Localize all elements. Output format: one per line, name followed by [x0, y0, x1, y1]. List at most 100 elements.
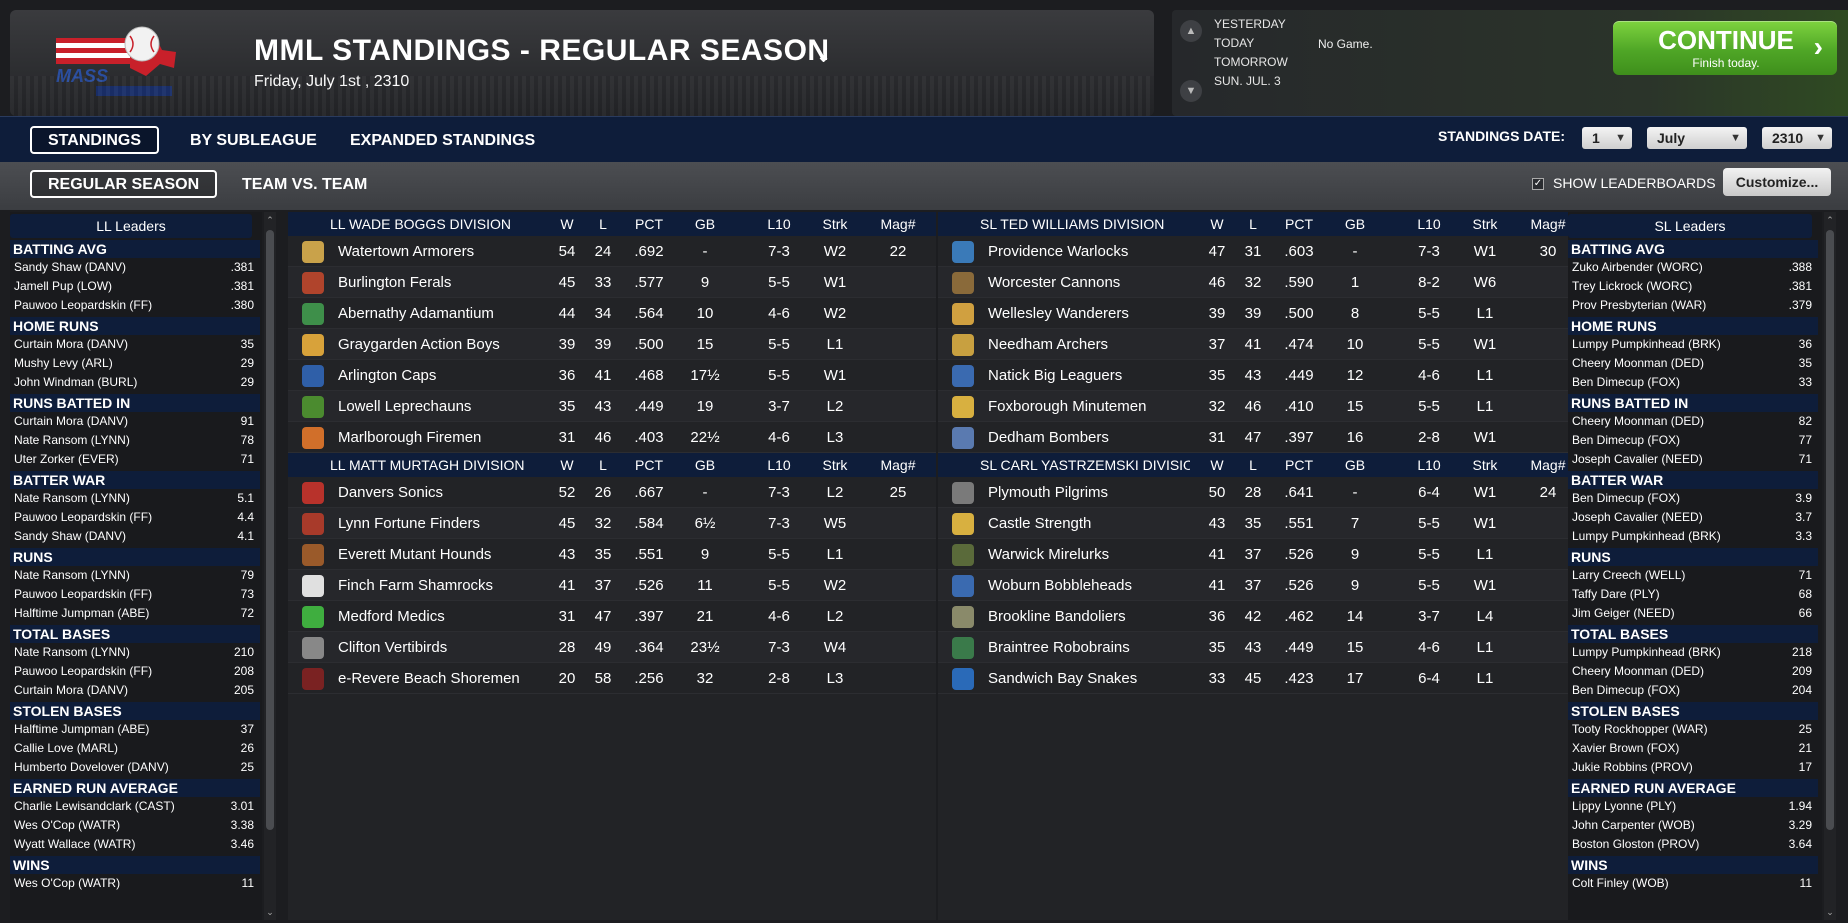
leader-player-name[interactable]: Humberto Dovelover (DANV) — [14, 760, 169, 774]
leader-player-name[interactable]: Boston Gloston (PROV) — [1572, 837, 1700, 851]
team-row[interactable]: Worcester Cannons 46 32 .590 1 8-2 W6 — [938, 267, 1586, 298]
leader-row[interactable]: Mushy Levy (ARL) 29 — [10, 354, 260, 373]
leader-row[interactable]: Lippy Lyonne (PLY) 1.94 — [1568, 797, 1818, 816]
team-name[interactable]: Burlington Ferals — [338, 274, 452, 291]
leader-row[interactable]: Callie Love (MARL) 26 — [10, 739, 260, 758]
team-name[interactable]: Providence Warlocks — [988, 243, 1129, 260]
leader-player-name[interactable]: Pauwoo Leopardskin (FF) — [14, 298, 153, 312]
team-row[interactable]: Arlington Caps 36 41 .468 17½ 5-5 W1 — [288, 360, 936, 391]
leader-row[interactable]: Pauwoo Leopardskin (FF) .380 — [10, 296, 260, 315]
scroll-thumb[interactable] — [266, 230, 274, 830]
leader-player-name[interactable]: John Windman (BURL) — [14, 375, 138, 389]
leader-player-name[interactable]: Jim Geiger (NEED) — [1572, 606, 1675, 620]
team-name[interactable]: Abernathy Adamantium — [338, 305, 494, 322]
leader-row[interactable]: Ben Dimecup (FOX) 77 — [1568, 431, 1818, 450]
team-name[interactable]: Medford Medics — [338, 608, 445, 625]
column-header-l10[interactable]: L10 — [767, 216, 791, 232]
leader-player-name[interactable]: Zuko Airbender (WORC) — [1572, 260, 1703, 274]
column-header-mag[interactable]: Mag# — [1530, 216, 1566, 232]
leader-row[interactable]: Zuko Airbender (WORC) .388 — [1568, 258, 1818, 277]
leader-player-name[interactable]: Nate Ransom (LYNN) — [14, 433, 130, 447]
leader-player-name[interactable]: Sandy Shaw (DANV) — [14, 529, 127, 543]
leader-player-name[interactable]: Cheery Moonman (DED) — [1572, 414, 1705, 428]
team-row[interactable]: Lynn Fortune Finders 45 32 .584 6½ 7-3 W5 — [288, 508, 936, 539]
leader-player-name[interactable]: Pauwoo Leopardskin (FF) — [14, 587, 153, 601]
leader-row[interactable]: Prov Presbyterian (WAR) .379 — [1568, 296, 1818, 315]
leader-player-name[interactable]: Lumpy Pumpkinhead (BRK) — [1572, 529, 1721, 543]
column-header-gb[interactable]: GB — [694, 457, 716, 473]
column-header-mag[interactable]: Mag# — [1530, 457, 1566, 473]
team-name[interactable]: Wellesley Wanderers — [988, 305, 1129, 322]
day-down-arrow-icon[interactable]: ▼ — [1180, 80, 1202, 102]
team-row[interactable]: Braintree Robobrains 35 43 .449 15 4-6 L1 — [938, 632, 1586, 663]
leader-player-name[interactable]: Trey Lickrock (WORC) — [1572, 279, 1693, 293]
team-row[interactable]: Foxborough Minutemen 32 46 .410 15 5-5 L1 — [938, 391, 1586, 422]
team-row[interactable]: Natick Big Leaguers 35 43 .449 12 4-6 L1 — [938, 360, 1586, 391]
column-header-w[interactable]: W — [1210, 216, 1224, 232]
leader-row[interactable]: Colt Finley (WOB) 11 — [1568, 874, 1818, 893]
leader-player-name[interactable]: Jamell Pup (LOW) — [14, 279, 113, 293]
leader-row[interactable]: Pauwoo Leopardskin (FF) 208 — [10, 662, 260, 681]
leader-player-name[interactable]: Cheery Moonman (DED) — [1572, 664, 1705, 678]
leader-row[interactable]: Halftime Jumpman (ABE) 37 — [10, 720, 260, 739]
leader-row[interactable]: Lumpy Pumpkinhead (BRK) 36 — [1568, 335, 1818, 354]
team-row[interactable]: Marlborough Firemen 31 46 .403 22½ 4-6 L3 — [288, 422, 936, 453]
column-header-w[interactable]: W — [560, 457, 574, 473]
team-row[interactable]: Burlington Ferals 45 33 .577 9 5-5 W1 — [288, 267, 936, 298]
column-header-l[interactable]: L — [599, 216, 607, 232]
column-header-strk[interactable]: Strk — [1472, 216, 1498, 232]
team-name[interactable]: Castle Strength — [988, 515, 1092, 532]
leader-row[interactable]: Cheery Moonman (DED) 35 — [1568, 354, 1818, 373]
team-row[interactable]: Lowell Leprechauns 35 43 .449 19 3-7 L2 — [288, 391, 936, 422]
team-row[interactable]: Abernathy Adamantium 44 34 .564 10 4-6 W2 — [288, 298, 936, 329]
leader-row[interactable]: Curtain Mora (DANV) 91 — [10, 412, 260, 431]
leader-row[interactable]: Lumpy Pumpkinhead (BRK) 218 — [1568, 643, 1818, 662]
leader-row[interactable]: Curtain Mora (DANV) 35 — [10, 335, 260, 354]
leader-player-name[interactable]: Xavier Brown (FOX) — [1572, 741, 1680, 755]
scroll-down-icon[interactable]: ⌄ — [266, 907, 274, 917]
leader-row[interactable]: Sandy Shaw (DANV) .381 — [10, 258, 260, 277]
leader-player-name[interactable]: Tooty Rockhopper (WAR) — [1572, 722, 1708, 736]
team-row[interactable]: Sandwich Bay Snakes 33 45 .423 17 6-4 L1 — [938, 663, 1586, 694]
leader-row[interactable]: Ben Dimecup (FOX) 33 — [1568, 373, 1818, 392]
team-name[interactable]: Warwick Mirelurks — [988, 546, 1110, 563]
leader-row[interactable]: Taffy Dare (PLY) 68 — [1568, 585, 1818, 604]
month-select[interactable]: July ▼ — [1647, 127, 1747, 149]
column-header-mag[interactable]: Mag# — [880, 457, 916, 473]
leader-player-name[interactable]: John Carpenter (WOB) — [1572, 818, 1695, 832]
leader-row[interactable]: Humberto Dovelover (DANV) 25 — [10, 758, 260, 777]
leader-row[interactable]: Curtain Mora (DANV) 205 — [10, 681, 260, 700]
leader-player-name[interactable]: Taffy Dare (PLY) — [1572, 587, 1660, 601]
leader-row[interactable]: Boston Gloston (PROV) 3.64 — [1568, 835, 1818, 854]
leader-player-name[interactable]: Ben Dimecup (FOX) — [1572, 433, 1681, 447]
leader-player-name[interactable]: Joseph Cavalier (NEED) — [1572, 452, 1703, 466]
leader-row[interactable]: Nate Ransom (LYNN) 210 — [10, 643, 260, 662]
team-row[interactable]: Finch Farm Shamrocks 41 37 .526 11 5-5 W2 — [288, 570, 936, 601]
leader-row[interactable]: John Carpenter (WOB) 3.29 — [1568, 816, 1818, 835]
column-header-l10[interactable]: L10 — [1417, 216, 1441, 232]
leader-row[interactable]: Nate Ransom (LYNN) 79 — [10, 566, 260, 585]
leader-row[interactable]: Ben Dimecup (FOX) 204 — [1568, 681, 1818, 700]
leader-row[interactable]: Jim Geiger (NEED) 66 — [1568, 604, 1818, 623]
column-header-pct[interactable]: PCT — [635, 457, 663, 473]
team-name[interactable]: Dedham Bombers — [988, 429, 1109, 446]
leader-player-name[interactable]: Curtain Mora (DANV) — [14, 414, 129, 428]
team-name[interactable]: Worcester Cannons — [988, 274, 1121, 291]
column-header-strk[interactable]: Strk — [822, 457, 848, 473]
chevron-down-icon[interactable]: ⌄ — [816, 46, 832, 66]
team-row[interactable]: Brookline Bandoliers 36 42 .462 14 3-7 L4 — [938, 601, 1586, 632]
column-header-pct[interactable]: PCT — [1285, 457, 1313, 473]
leader-player-name[interactable]: Sandy Shaw (DANV) — [14, 260, 127, 274]
team-row[interactable]: Everett Mutant Hounds 43 35 .551 9 5-5 L1 — [288, 539, 936, 570]
leader-player-name[interactable]: Jukie Robbins (PROV) — [1572, 760, 1693, 774]
leader-player-name[interactable]: Curtain Mora (DANV) — [14, 337, 129, 351]
team-name[interactable]: Marlborough Firemen — [338, 429, 482, 446]
leader-row[interactable]: Nate Ransom (LYNN) 78 — [10, 431, 260, 450]
column-header-pct[interactable]: PCT — [1285, 216, 1313, 232]
scroll-thumb[interactable] — [1826, 230, 1834, 830]
day-select[interactable]: 1 ▼ — [1582, 127, 1632, 149]
ll-leaders-scrollbar[interactable]: ⌃ ⌄ — [264, 212, 276, 920]
leader-row[interactable]: Pauwoo Leopardskin (FF) 4.4 — [10, 508, 260, 527]
team-row[interactable]: Wellesley Wanderers 39 39 .500 8 5-5 L1 — [938, 298, 1586, 329]
leader-player-name[interactable]: Lumpy Pumpkinhead (BRK) — [1572, 645, 1721, 659]
